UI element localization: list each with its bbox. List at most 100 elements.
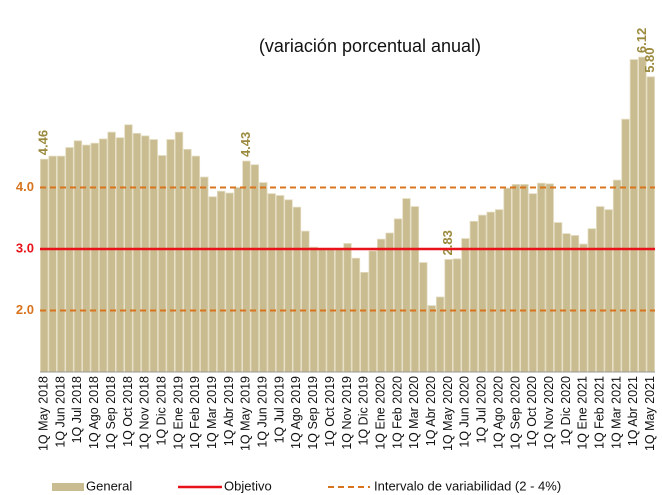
bar <box>275 195 285 373</box>
x-tick-label: 1Q Dic 2019 <box>357 376 371 446</box>
bar <box>149 139 158 373</box>
bar <box>259 182 268 373</box>
bar <box>435 296 445 373</box>
data-label: 2.83 <box>440 230 455 255</box>
x-tick-label: 1Q Sep 2019 <box>306 376 320 450</box>
bar <box>646 76 655 373</box>
bar <box>385 232 394 373</box>
x-tick-label: 1Q Ene 2020 <box>373 376 387 450</box>
y-tick-label: 4.0 <box>16 179 34 194</box>
bar <box>141 135 150 373</box>
x-tick-label: 1Q May 2018 <box>37 376 51 451</box>
bar <box>216 190 226 373</box>
x-tick-label: 1Q Sep 2020 <box>508 376 522 450</box>
data-label: 4.46 <box>36 130 51 155</box>
bar <box>250 164 260 373</box>
bar <box>444 259 453 373</box>
data-label: 5.80 <box>642 47 657 72</box>
bar <box>393 218 403 373</box>
chart-title: (variación porcentual anual) <box>259 36 481 56</box>
data-label: 4.43 <box>238 132 253 157</box>
x-tick-label: 1Q May 2019 <box>239 376 253 451</box>
bar <box>461 238 470 373</box>
bar <box>225 192 234 373</box>
bar <box>621 118 630 373</box>
bar <box>545 183 554 373</box>
bar <box>40 158 49 373</box>
x-tick-label: 1Q Ago 2018 <box>87 376 101 449</box>
bar <box>56 155 66 373</box>
legend-swatch <box>52 483 84 491</box>
y-tick-label: 3.0 <box>16 240 34 255</box>
bar <box>402 198 411 373</box>
x-tick-label: 1Q Jul 2019 <box>272 376 286 443</box>
bar <box>596 206 605 373</box>
bar <box>208 196 217 373</box>
bar <box>612 179 622 373</box>
bar <box>553 222 563 373</box>
x-tick-label: 1Q Abr 2021 <box>626 376 640 446</box>
bar <box>166 139 175 373</box>
bar <box>629 59 639 373</box>
bar <box>520 184 529 373</box>
bar <box>562 233 571 373</box>
bar <box>537 182 546 373</box>
bar <box>267 193 276 373</box>
data-label: 6.12 <box>634 28 649 53</box>
bar <box>183 148 192 373</box>
bar <box>604 209 613 373</box>
x-tick-label: 1Q Nov 2019 <box>340 376 354 450</box>
legend-label: Objetivo <box>224 478 272 493</box>
x-tick-label: 1Q Ago 2019 <box>289 376 303 449</box>
bar <box>233 187 243 373</box>
bar <box>486 211 495 373</box>
bar <box>301 230 310 373</box>
x-tick-label: 1Q Feb 2021 <box>593 376 607 449</box>
legend-label: General <box>86 478 132 493</box>
bar <box>638 56 647 373</box>
bar <box>90 142 99 373</box>
bar <box>115 137 125 373</box>
bar <box>65 147 74 373</box>
bar <box>132 132 142 373</box>
x-tick-label: 1Q Oct 2020 <box>525 376 539 447</box>
bar <box>452 258 462 373</box>
bar <box>191 155 201 373</box>
x-tick-label: 1Q Jun 2019 <box>256 376 270 448</box>
x-tick-label: 1Q Mar 2020 <box>407 376 421 449</box>
bar <box>351 257 361 373</box>
legend-label: Intervalo de variabilidad (2 - 4%) <box>374 478 561 493</box>
bar <box>48 155 57 373</box>
x-tick-label: 1Q Jul 2018 <box>70 376 84 443</box>
bar <box>98 138 108 373</box>
bar <box>469 220 479 373</box>
bar <box>528 193 538 373</box>
x-tick-label: 1Q Jul 2020 <box>475 376 489 443</box>
x-tick-label: 1Q Dic 2020 <box>559 376 573 446</box>
x-tick-label: 1Q Ene 2021 <box>576 376 590 450</box>
x-tick-label: 1Q Abr 2019 <box>222 376 236 446</box>
bar <box>82 144 91 373</box>
x-tick-label: 1Q Oct 2018 <box>121 376 135 447</box>
bar <box>478 214 487 373</box>
bar <box>343 243 352 373</box>
x-tick-label: 1Q Ene 2019 <box>171 376 185 450</box>
bar <box>73 140 83 373</box>
bar <box>579 243 588 373</box>
bar <box>427 305 436 373</box>
bar <box>200 176 209 373</box>
x-tick-label: 1Q May 2020 <box>441 376 455 451</box>
bar <box>174 131 184 373</box>
x-tick-label: 1Q Abr 2020 <box>424 376 438 446</box>
bar <box>503 187 512 373</box>
y-tick-label: 2.0 <box>16 302 34 317</box>
bar <box>107 131 116 373</box>
x-tick-label: 1Q Mar 2019 <box>205 376 219 449</box>
x-tick-label: 1Q Nov 2020 <box>542 376 556 450</box>
bar <box>494 209 504 373</box>
bar <box>284 199 293 373</box>
x-tick-label: 1Q Dic 2018 <box>154 376 168 446</box>
x-tick-label: 1Q May 2021 <box>643 376 657 451</box>
x-tick-label: 1Q Mar 2021 <box>609 376 623 449</box>
